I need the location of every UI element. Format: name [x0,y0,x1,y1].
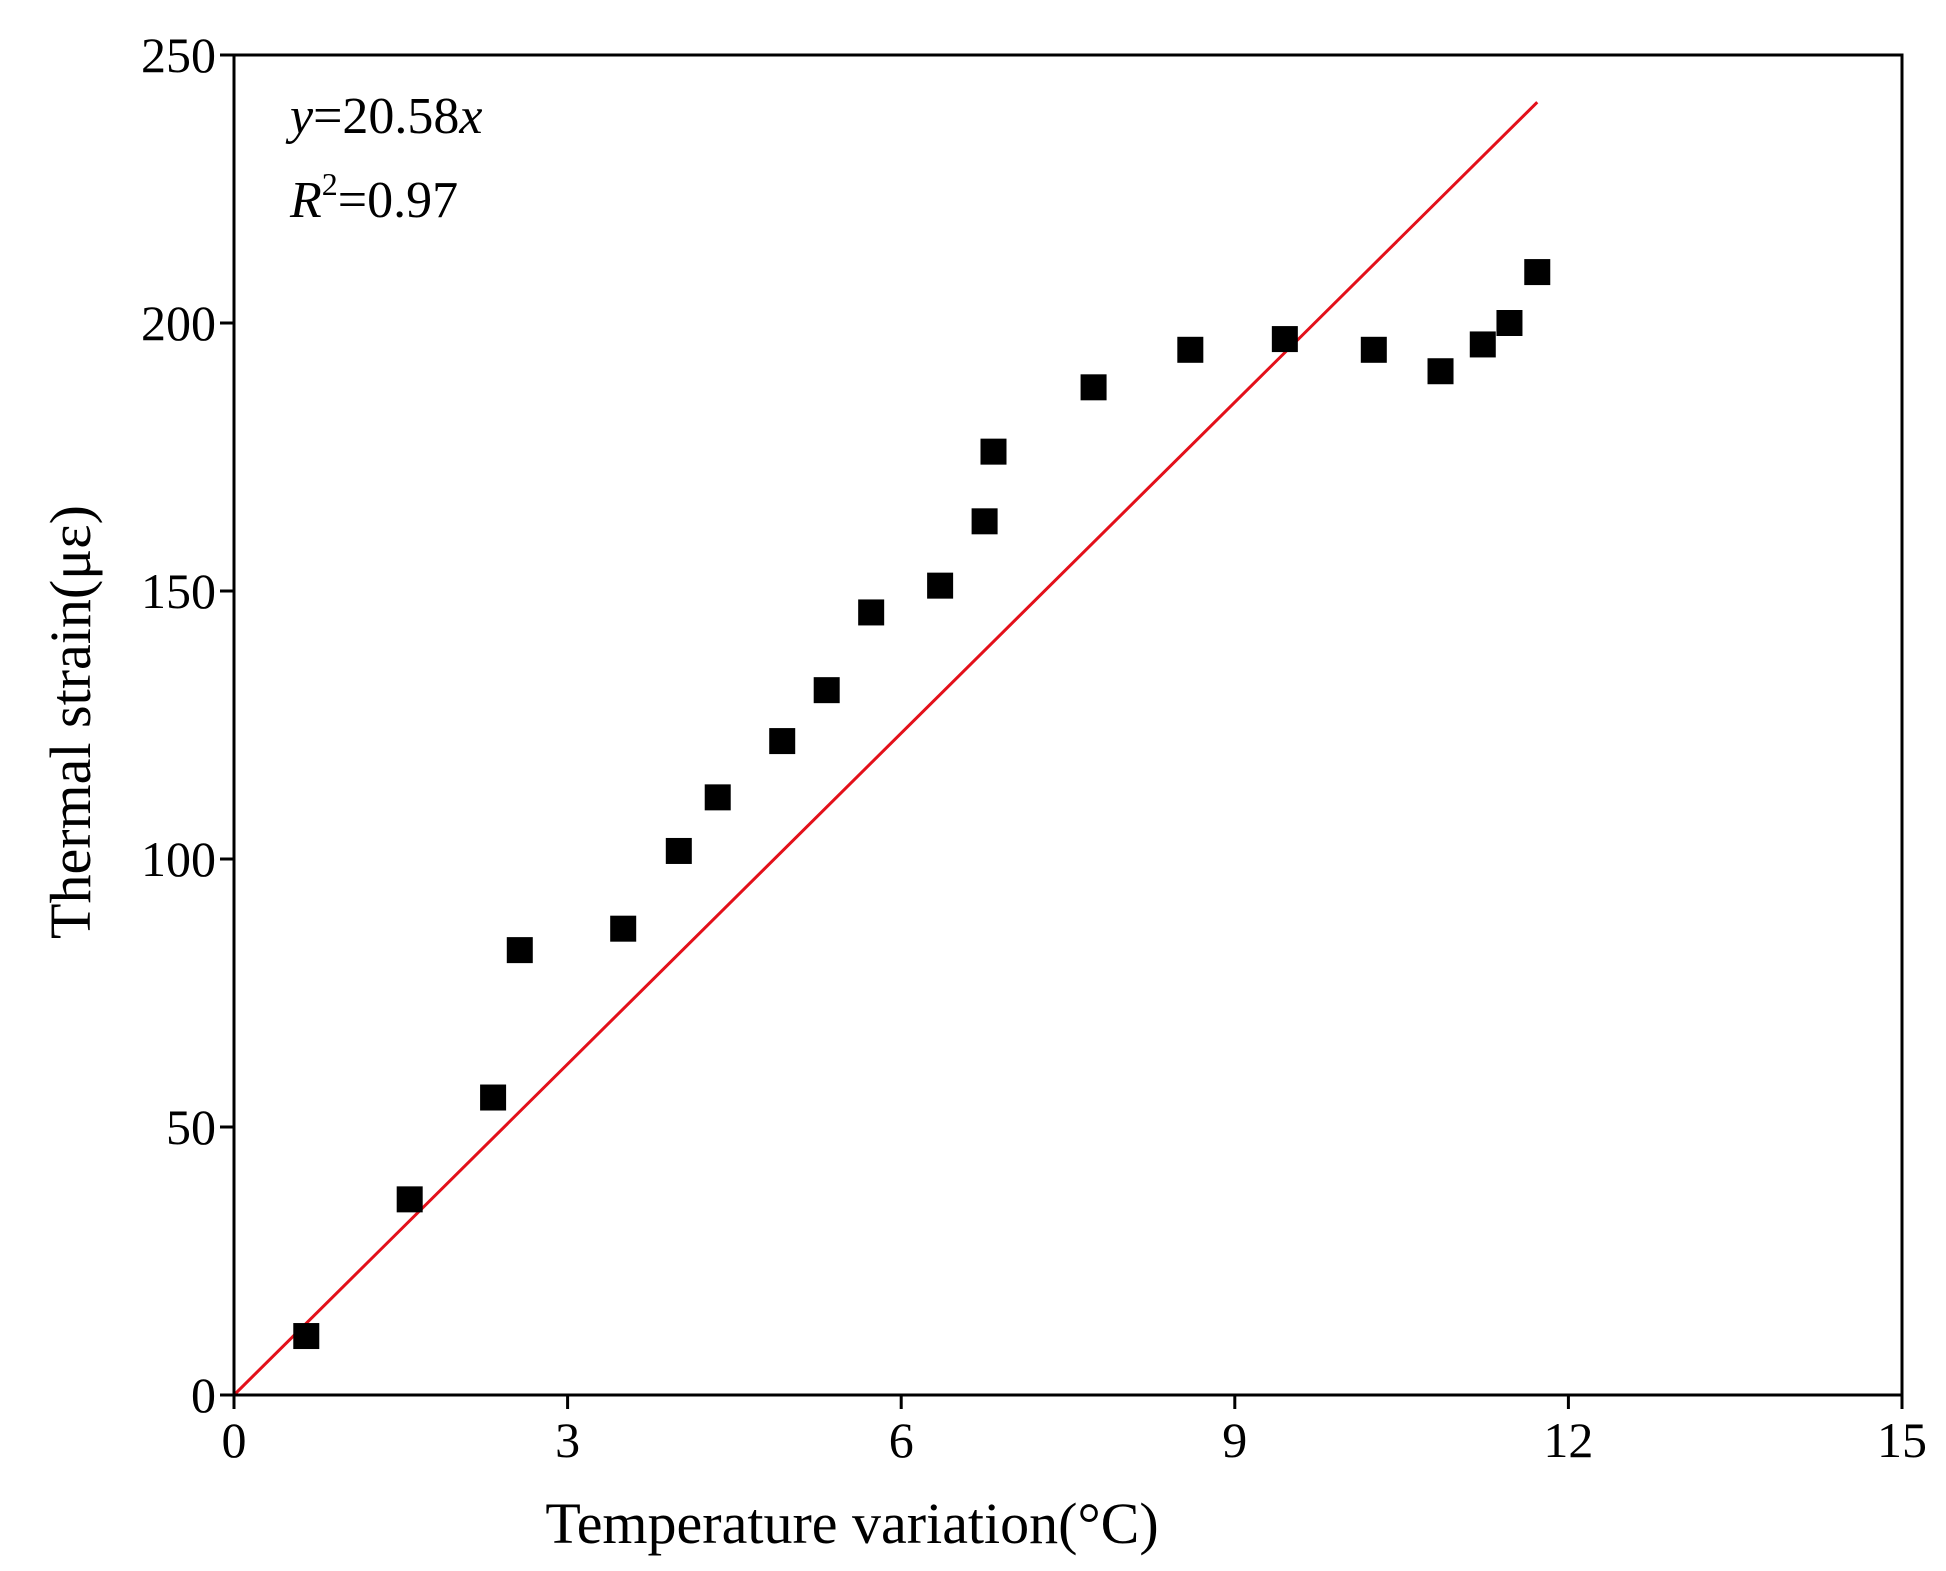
y-tick-label: 50 [166,1099,216,1155]
fit-line [232,101,1539,1397]
data-point [1496,310,1523,336]
data-point [980,438,1007,465]
data-point [480,1084,507,1111]
x-tick-label: 6 [889,1412,914,1468]
eq-x: x [458,88,482,145]
r2-rest: =0.97 [338,172,458,229]
data-point [506,937,533,964]
data-point [1524,259,1551,286]
data-point [610,915,637,942]
data-point [293,1323,320,1350]
axis-ticks [220,53,1904,1409]
data-point [1469,331,1496,358]
x-tick-label: 15 [1877,1412,1927,1468]
data-points [293,259,1551,1350]
data-point [396,1186,423,1213]
y-axis-title: Thermal strain(με) [38,505,103,939]
y-tick-label: 150 [141,563,216,619]
data-point [769,728,796,755]
data-point [665,837,692,864]
y-tick-label: 200 [141,295,216,351]
x-tick-label: 0 [222,1412,247,1468]
x-tick-label: 12 [1543,1412,1593,1468]
data-point [704,784,731,811]
data-point [1427,358,1454,385]
data-point [813,677,840,704]
data-point [1177,336,1204,363]
fit-r-squared: R2=0.97 [289,166,458,229]
data-point [1271,326,1298,353]
data-point [971,508,998,535]
data-point [1080,374,1107,401]
data-point [858,599,885,626]
x-tick-label: 3 [555,1412,580,1468]
x-axis-title: Temperature variation(°C) [545,1491,1158,1556]
y-tick-label: 100 [141,831,216,887]
y-tick-label: 0 [191,1367,216,1423]
fit-equation: y=20.58x [285,88,483,145]
data-point [1360,336,1387,363]
eq-rest: =20.58 [313,88,459,145]
r2-sup: 2 [322,166,338,202]
x-tick-label: 9 [1222,1412,1247,1468]
plot-frame [232,53,1904,1397]
y-tick-label: 250 [141,27,216,83]
data-point [927,572,954,599]
r2-R: R [289,172,322,229]
eq-y: y [285,88,314,145]
